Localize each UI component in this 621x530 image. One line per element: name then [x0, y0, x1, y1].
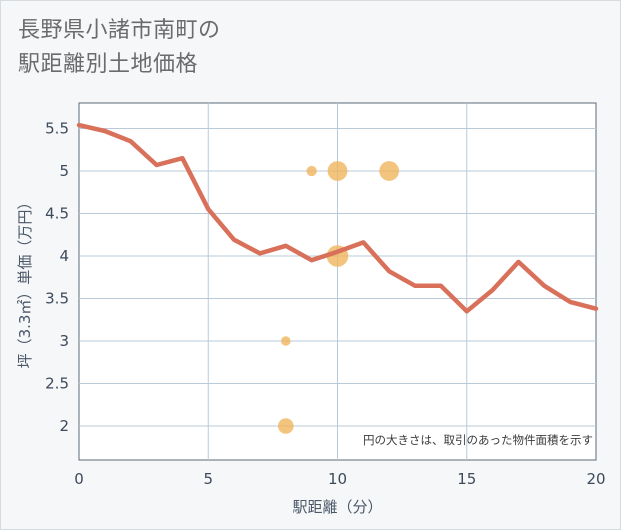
x-tick-label: 20: [586, 470, 605, 488]
x-axis-label: 駅距離（分）: [292, 498, 382, 516]
scatter-series: [277, 161, 400, 434]
scatter-point: [379, 161, 400, 181]
scatter-point: [327, 161, 348, 181]
chart-title-line-2: 駅距離別土地価格: [18, 52, 199, 77]
y-tick-label: 3.5: [45, 290, 69, 308]
y-axis-label: 坪（3.3㎡）単価（万円）: [16, 195, 34, 369]
y-tick-label: 5: [59, 162, 69, 180]
x-tick-labels: 0 5 10 15 20: [74, 470, 605, 488]
y-tick-labels: 2 2.5 3 3.5 4 4.5 5 5.5: [45, 120, 69, 436]
scatter-point: [306, 165, 317, 177]
y-tick-label: 4.5: [45, 205, 69, 223]
x-tick-label: 5: [203, 470, 213, 488]
line-series-path: [76, 122, 599, 314]
grid-lines: [79, 103, 596, 460]
x-tick-label: 0: [74, 470, 84, 488]
y-tick-label: 4: [59, 247, 69, 265]
chart-title-line-1: 長野県小諸市南町の: [18, 18, 221, 43]
y-tick-label: 5.5: [45, 120, 69, 138]
x-tick-label: 15: [457, 470, 476, 488]
x-tick-label: 10: [328, 470, 347, 488]
size-note: 円の大きさは、取引のあった物件面積を示す: [363, 433, 593, 447]
y-tick-label: 2: [59, 417, 69, 435]
scatter-point: [277, 418, 294, 434]
scatter-point: [281, 336, 291, 346]
chart-title: 長野県小諸市南町の 駅距離別土地価格: [18, 14, 221, 82]
y-tick-label: 3: [59, 332, 69, 350]
y-tick-label: 2.5: [45, 375, 69, 393]
